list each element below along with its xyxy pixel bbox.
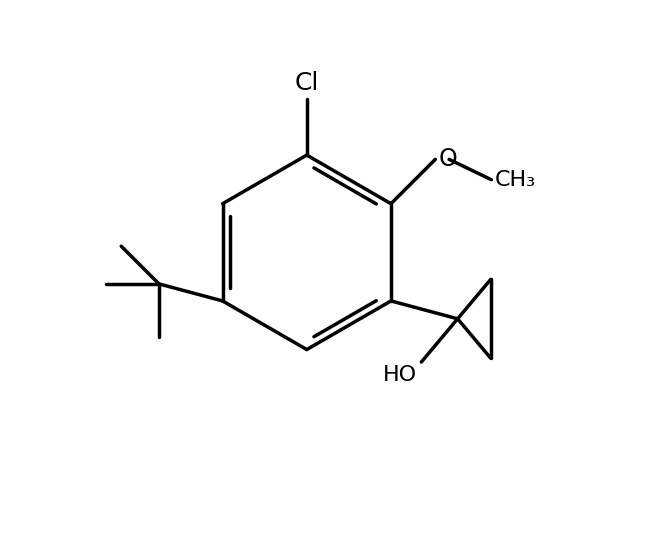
Text: O: O — [438, 147, 457, 172]
Text: CH₃: CH₃ — [494, 170, 535, 190]
Text: HO: HO — [383, 365, 417, 385]
Text: Cl: Cl — [295, 71, 319, 95]
